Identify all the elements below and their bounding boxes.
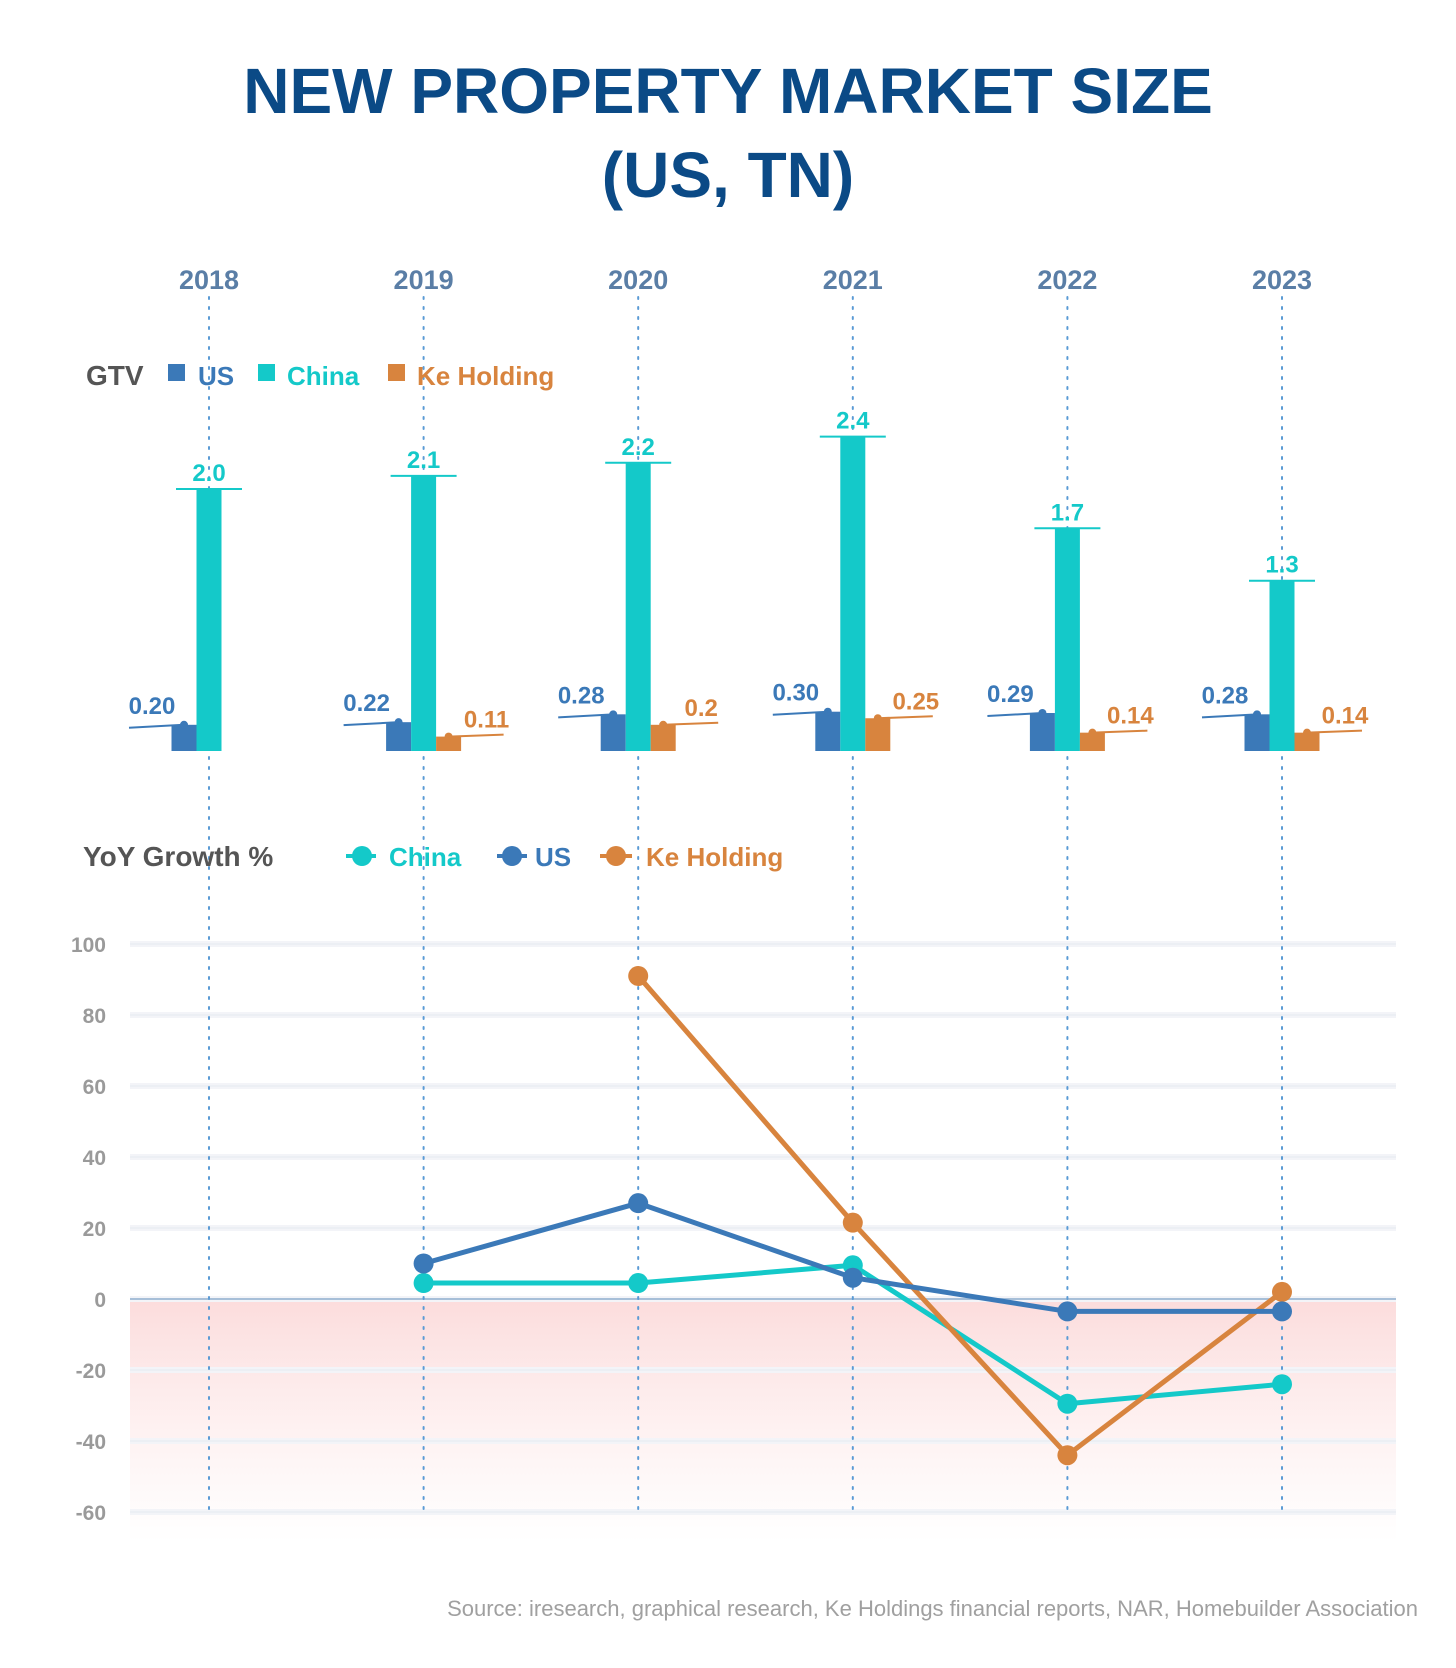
legend-ke-label: Ke Holding: [417, 361, 554, 391]
bar-label-leader: [128, 723, 185, 729]
bar-label-leader: [1092, 729, 1148, 734]
point-china: [1057, 1393, 1078, 1414]
bar-ke: [650, 724, 676, 751]
lines-layer: [413, 965, 1292, 1466]
bar-value-label: 0.29: [987, 681, 1034, 708]
y-tick-label: -60: [76, 1502, 106, 1525]
bar-label-leader: [558, 713, 614, 719]
bar-label-leader: [343, 721, 399, 727]
source-note: Source: iresearch, graphical research, K…: [447, 1596, 1418, 1621]
negative-zone: [130, 1299, 1396, 1542]
bar-ke: [1294, 732, 1320, 751]
bar-label-leader: [448, 733, 504, 738]
legend-line-ke-marker: [606, 846, 626, 866]
bar-value-label: 2.4: [836, 408, 870, 435]
point-ke: [842, 1212, 863, 1233]
year-label: 2022: [1037, 265, 1097, 295]
point-us: [1057, 1301, 1078, 1322]
y-tick-label: -20: [76, 1360, 106, 1383]
bar-china: [411, 475, 437, 751]
line-chart-title: YoY Growth %: [83, 841, 273, 872]
point-ke: [628, 965, 649, 986]
bar-ke: [865, 718, 891, 751]
bar-value-label: 0.14: [1322, 703, 1369, 730]
bar-value-label: 1.7: [1051, 499, 1084, 526]
bar-us: [386, 722, 412, 751]
bar-value-label: 0.22: [343, 690, 390, 717]
line-legend: YoY Growth % China US Ke Holding: [83, 841, 783, 872]
bar-china: [625, 462, 651, 751]
bar-ke: [1079, 732, 1105, 751]
bar-value-label: 0.11: [464, 707, 509, 734]
year-label: 2019: [394, 265, 454, 295]
bar-us: [1029, 713, 1055, 751]
point-us: [842, 1267, 863, 1288]
bar-label-leader: [1201, 713, 1258, 719]
bar-us: [600, 714, 626, 751]
bar-label-leader: [987, 712, 1043, 718]
bar-label-leader: [663, 721, 719, 726]
point-ke: [1272, 1281, 1292, 1302]
bar-label-leader: [877, 715, 933, 720]
legend-line-ke-label: Ke Holding: [646, 842, 783, 872]
bar-value-label: 0.20: [129, 693, 176, 720]
legend-line-us-label: US: [535, 842, 571, 872]
chart-title-line2: (US, TN): [602, 139, 854, 211]
y-tick-label: 80: [83, 1005, 106, 1028]
bar-value-label: 0.25: [892, 688, 939, 715]
y-tick-label: 0: [94, 1289, 106, 1312]
bar-value-label: 0.14: [1107, 703, 1154, 730]
bar-china: [1054, 528, 1080, 751]
y-tick-label: 100: [71, 934, 106, 957]
point-china: [1272, 1374, 1292, 1395]
bars-layer: 0.20 0.22 0.28 0.30 0.29 0.28 2.0 2.1 2.2 2.4 1.7 1…: [129, 408, 1369, 751]
point-us: [413, 1253, 434, 1274]
point-ke: [1057, 1445, 1078, 1466]
bar-label-leader: [772, 710, 828, 716]
bar-value-label: 1.3: [1265, 552, 1298, 579]
legend-us-label: US: [198, 361, 234, 391]
bar-us: [171, 724, 197, 751]
bar-value-label: 0.28: [1202, 682, 1249, 709]
point-china: [628, 1273, 649, 1294]
legend-line-us-marker: [502, 846, 522, 866]
grid-layer: 100 80 60 40 20 0 -20 -40 -60: [71, 934, 1396, 1542]
bar-china: [196, 489, 222, 751]
line-ke: [635, 973, 1285, 1458]
bar-value-label: 0.30: [772, 680, 819, 707]
y-tick-label: -40: [76, 1431, 106, 1454]
year-label: 2018: [179, 265, 239, 295]
bar-value-label: 2.0: [192, 460, 225, 487]
year-labels: 2018 2019 2020 2021 2022 2023: [179, 265, 1312, 295]
bar-us: [1244, 714, 1270, 751]
y-tick-label: 60: [83, 1076, 106, 1099]
point-china: [413, 1273, 434, 1294]
bar-china: [1269, 580, 1295, 751]
year-label: 2023: [1252, 265, 1312, 295]
legend-china-label: China: [287, 361, 360, 391]
bar-us: [815, 711, 841, 751]
bar-label-leader: [1306, 729, 1363, 734]
legend-china-swatch: [258, 364, 275, 381]
bar-chart-title: GTV: [86, 360, 144, 391]
year-label: 2020: [608, 265, 668, 295]
bar-value-label: 2.2: [622, 434, 655, 461]
bar-legend: GTV US China Ke Holding: [86, 360, 554, 391]
point-us: [628, 1193, 649, 1214]
legend-line-china-marker: [352, 846, 372, 866]
bar-value-label: 2.1: [407, 447, 440, 474]
y-tick-label: 20: [83, 1218, 106, 1241]
bar-value-label: 0.2: [685, 695, 718, 722]
point-us: [1272, 1301, 1292, 1322]
year-label: 2021: [823, 265, 883, 295]
bar-ke: [436, 736, 462, 751]
legend-ke-swatch: [388, 364, 405, 381]
chart-title-line1: NEW PROPERTY MARKET SIZE: [243, 55, 1213, 127]
legend-us-swatch: [168, 364, 185, 381]
bar-china: [840, 436, 866, 751]
legend-line-china-label: China: [389, 842, 462, 872]
bar-value-label: 0.28: [558, 682, 605, 709]
y-tick-label: 40: [83, 1147, 106, 1170]
